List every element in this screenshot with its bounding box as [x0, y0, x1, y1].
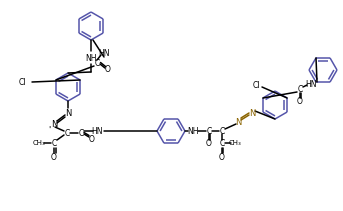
Text: N: N	[235, 118, 241, 127]
Text: NH: NH	[85, 54, 97, 62]
Text: O: O	[51, 153, 57, 161]
Text: O: O	[206, 138, 212, 147]
Text: HN: HN	[98, 49, 110, 58]
Text: C: C	[220, 138, 225, 147]
Text: C: C	[206, 127, 212, 135]
Text: ': '	[48, 126, 50, 134]
Text: N: N	[51, 119, 57, 128]
Text: C: C	[297, 84, 303, 93]
Text: C: C	[51, 138, 57, 147]
Text: CH₃: CH₃	[229, 140, 241, 146]
Text: O: O	[89, 134, 95, 143]
Text: O: O	[219, 153, 225, 161]
Text: C: C	[78, 128, 84, 138]
Text: Cl: Cl	[18, 77, 26, 87]
Text: HN: HN	[305, 80, 317, 88]
Text: O: O	[297, 96, 303, 106]
Text: HN: HN	[91, 127, 103, 135]
Text: N: N	[65, 108, 71, 118]
Text: C: C	[220, 127, 225, 135]
Text: C: C	[94, 58, 99, 68]
Text: O: O	[105, 65, 111, 73]
Text: NH: NH	[187, 127, 199, 135]
Text: CH₃: CH₃	[33, 140, 45, 146]
Text: N: N	[249, 108, 255, 118]
Text: Cl: Cl	[252, 81, 260, 89]
Text: C: C	[64, 128, 70, 138]
